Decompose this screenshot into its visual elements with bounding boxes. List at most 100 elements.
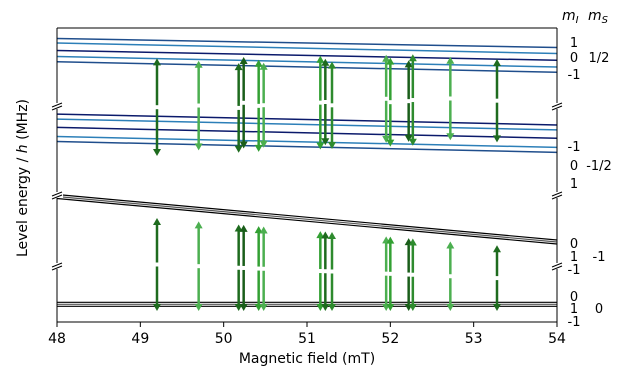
arrow-head-up	[446, 56, 455, 64]
energy-level-line	[56, 113, 558, 126]
axis-break-mask	[51, 263, 63, 269]
ml-label: -1	[568, 263, 581, 278]
transition-arrow	[328, 61, 336, 149]
transition-arrow	[153, 58, 161, 156]
ms-label: 1/2	[589, 51, 610, 66]
axis-break-mark	[551, 194, 563, 200]
transition-arrow	[254, 226, 263, 311]
axis-break-mask	[551, 192, 563, 198]
arrow-head-down	[194, 304, 203, 311]
ml-label: -1	[568, 315, 581, 330]
axis-break-mark	[51, 191, 63, 197]
axis-break-mark	[551, 191, 563, 197]
arrow-head-up	[316, 55, 325, 63]
arrow-head-up	[446, 241, 455, 249]
transition-arrow	[386, 57, 395, 147]
arrow-head-down	[408, 304, 417, 311]
x-tick-label: 50	[215, 331, 233, 347]
transition-arrow	[446, 56, 455, 141]
y-axis-label-part: Level energy /	[15, 153, 31, 257]
energy-level-line	[56, 193, 558, 241]
x-tick-label: 51	[298, 331, 316, 347]
arrow-head-up	[321, 58, 330, 66]
arrow-head-down	[316, 142, 325, 150]
arrow-head-down	[321, 304, 330, 311]
arrow-head-down	[328, 142, 336, 149]
ms-label: 0	[595, 302, 603, 317]
arrow-head-down	[493, 135, 501, 143]
arrow-head-down	[386, 304, 395, 311]
transition-arrow	[408, 238, 417, 311]
transition-arrow	[493, 58, 501, 143]
arrow-head-up	[382, 54, 391, 62]
arrow-head-up	[153, 58, 161, 66]
transition-arrow	[382, 236, 391, 311]
ml-label: 1	[570, 177, 578, 192]
axis-break-mask	[51, 192, 63, 198]
arrow-head-down	[382, 135, 391, 143]
arrow-head-down	[259, 304, 268, 311]
arrow-head-up	[316, 231, 325, 239]
axis-break-mark	[551, 102, 563, 108]
arrow-head-down	[259, 140, 268, 148]
energy-level-line	[56, 195, 558, 243]
transition-arrow	[321, 58, 330, 146]
arrow-head-up	[386, 57, 395, 65]
arrow-head-down	[328, 304, 336, 311]
arrow-head-down	[321, 138, 330, 146]
arrow-head-up	[404, 60, 413, 68]
arrow-head-down	[446, 133, 455, 141]
ms-label: -1	[593, 250, 606, 265]
arrow-head-up	[254, 226, 263, 234]
axis-break-mask	[51, 103, 63, 109]
arrow-head-up	[493, 58, 501, 66]
header-mS: mS	[588, 8, 609, 26]
arrow-head-up	[194, 221, 203, 229]
labels: 48 49 50 51 52 53 54 Magnetic field (mT) Level e…	[15, 8, 612, 367]
energy-level-line	[56, 118, 558, 131]
header-mI: mI	[562, 8, 579, 26]
x-tick-label: 53	[465, 331, 483, 347]
arrow-head-down	[493, 304, 501, 311]
transition-arrow	[239, 57, 248, 149]
transition-arrow	[493, 245, 501, 311]
ml-label: 1	[570, 250, 578, 265]
y-axis-label-part: h	[15, 144, 31, 153]
ml-label: 0	[570, 51, 578, 66]
x-tick-label: 54	[548, 331, 566, 347]
axis-break-mark	[51, 105, 63, 111]
transition-arrow	[153, 218, 161, 311]
transition-arrow	[316, 231, 325, 311]
arrow-head-down	[404, 134, 413, 142]
transition-arrow	[382, 54, 391, 143]
axes	[51, 27, 563, 327]
energy-level-line	[56, 197, 558, 245]
transition-arrow	[194, 221, 203, 311]
y-axis-label-part: (MHz)	[15, 99, 31, 144]
energy-level-line	[56, 126, 558, 139]
ml-label: 1	[570, 302, 578, 317]
energy-level-line	[56, 61, 558, 73]
panels	[56, 37, 558, 307]
transition-arrow	[408, 54, 417, 146]
axis-break-mark	[551, 262, 563, 268]
arrow-head-up	[259, 226, 268, 234]
transition-arrow	[234, 63, 243, 153]
arrow-head-up	[493, 245, 501, 253]
axis-break-mask	[551, 263, 563, 269]
arrow-head-down	[386, 139, 395, 147]
arrow-head-up	[234, 224, 243, 232]
transition-arrow	[234, 224, 243, 311]
ml-label: 0	[570, 290, 578, 305]
energy-level-line	[56, 37, 558, 49]
arrow-head-down	[194, 143, 203, 151]
arrow-head-up	[239, 57, 248, 65]
transition-arrow	[239, 224, 248, 311]
axis-break-mark	[51, 265, 63, 271]
arrow-head-up	[321, 231, 330, 239]
arrow-head-up	[328, 61, 336, 69]
ml-label: 0	[570, 237, 578, 252]
transition-arrow	[404, 238, 413, 311]
ms-label: -1/2	[586, 159, 612, 174]
